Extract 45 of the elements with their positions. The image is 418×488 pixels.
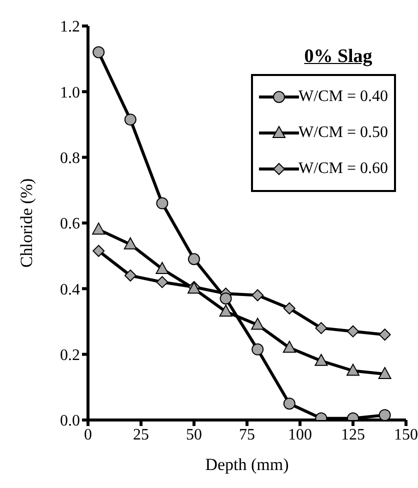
x-tick-label: 100 xyxy=(288,426,312,444)
y-tick-label: 0.8 xyxy=(60,150,80,168)
point xyxy=(378,409,391,420)
point xyxy=(282,340,296,353)
x-axis-title: Depth (mm) xyxy=(205,455,289,474)
point xyxy=(124,237,137,250)
y-tick-label: 0.0 xyxy=(60,412,80,430)
x-tick-label: 75 xyxy=(239,426,255,444)
point xyxy=(251,318,264,330)
point xyxy=(156,262,169,274)
legend-label: W/CM = 0.40 xyxy=(298,88,388,106)
legend-label: W/CM = 0.50 xyxy=(298,124,388,142)
x-tick-label: 150 xyxy=(394,426,418,444)
point xyxy=(283,302,296,314)
point xyxy=(92,244,105,257)
y-tick-label: 0.2 xyxy=(60,347,80,364)
point xyxy=(188,253,200,266)
point xyxy=(314,354,328,366)
point xyxy=(124,114,136,126)
legend-label: W/CM = 0.60 xyxy=(298,160,388,178)
point xyxy=(378,367,392,380)
point xyxy=(156,276,168,288)
y-tick-label: 0.4 xyxy=(60,281,80,298)
point xyxy=(347,325,359,338)
x-tick-label: 0 xyxy=(84,426,92,444)
point xyxy=(252,343,264,356)
x-tick-label: 125 xyxy=(341,426,365,444)
y-tick-label: 1.0 xyxy=(60,84,80,102)
y-tick-label: 1.2 xyxy=(60,18,80,36)
y-axis-title: Chloride (%) xyxy=(17,178,36,268)
point xyxy=(346,364,360,376)
point xyxy=(283,398,296,410)
x-tick-label: 25 xyxy=(133,426,149,444)
legend-title: 0% Slag xyxy=(303,46,374,68)
point xyxy=(156,197,168,210)
point xyxy=(124,270,136,282)
y-tick-label: 0.6 xyxy=(60,216,80,233)
point xyxy=(219,304,232,317)
point xyxy=(220,292,232,305)
point xyxy=(252,289,264,302)
point xyxy=(315,322,328,334)
x-tick-label: 50 xyxy=(186,426,202,444)
point xyxy=(92,46,105,58)
point xyxy=(378,328,391,341)
point xyxy=(92,222,106,235)
